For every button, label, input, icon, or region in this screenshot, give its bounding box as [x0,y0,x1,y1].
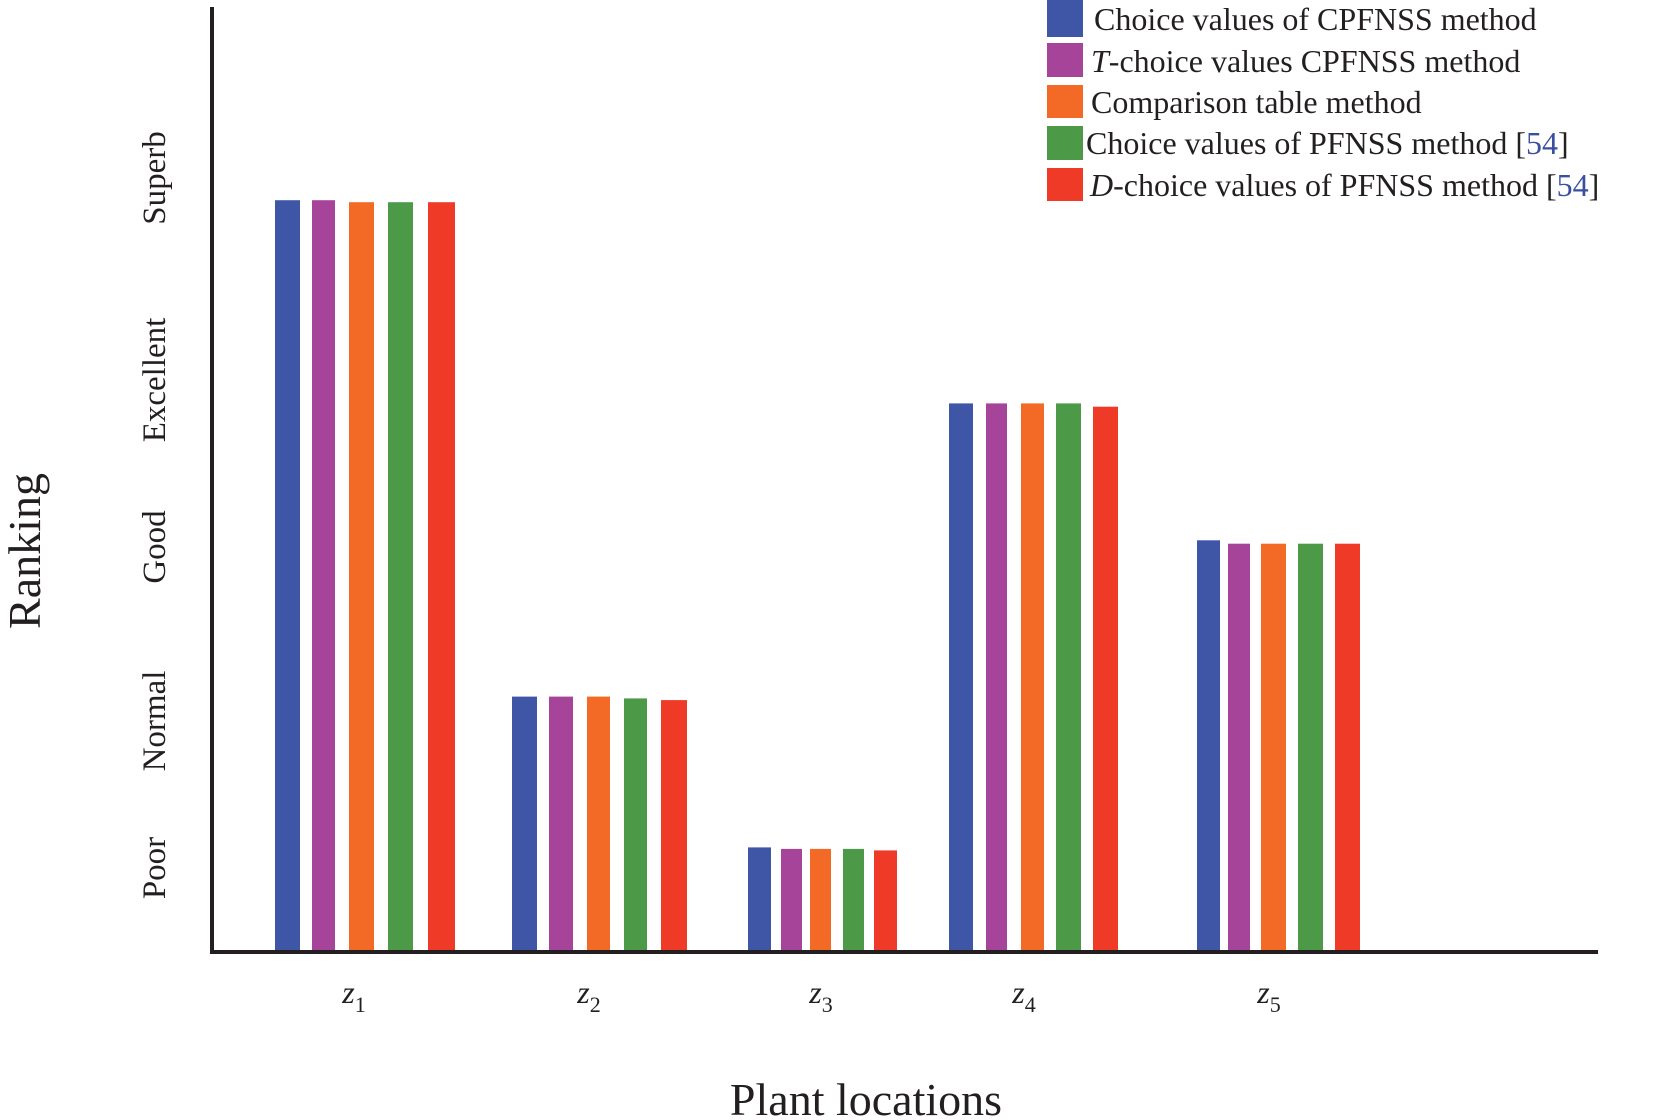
x-tick-label-z2: z2 [576,974,600,1017]
bar-z4-series-3 [1021,403,1044,952]
bar-z5-series-3 [1261,543,1286,952]
legend-bracket-close: ] [1558,125,1569,161]
legend-label-text: Choice values of CPFNSS method [1094,1,1537,37]
x-tick-subscript: 4 [1025,992,1036,1017]
legend-swatch [1047,85,1083,118]
x-tick-label-z3: z3 [808,974,832,1017]
legend-label-text: -choice values CPFNSS method [1109,43,1521,79]
x-tick-subscript: 1 [355,992,366,1017]
bar-group-z4 [949,403,1118,952]
x-tick-labels: z1 z2 z3 z4 z5 [341,974,1280,1017]
legend-label: Choice values of PFNSS method [54] [1086,125,1569,161]
legend-label: Choice values of CPFNSS method [1094,1,1537,37]
legend-label-text: Choice values of PFNSS method [ [1086,125,1526,161]
bar-z1-series-3 [349,202,374,952]
legend-swatch [1047,0,1083,37]
bar-z3-series-4 [843,848,864,952]
y-tick-label-superb: Superb [137,131,173,225]
bar-group-z1 [275,200,455,952]
bar-z4-series-2 [986,403,1007,952]
legend-bracket-close: ] [1589,167,1600,203]
x-tick-subscript: 2 [590,992,601,1017]
bar-z2-series-3 [587,696,610,952]
bar-z5-series-5 [1335,543,1360,952]
bar-group-z3 [748,847,897,952]
legend-label: T-choice values CPFNSS method [1091,43,1520,79]
bar-z2-series-5 [661,700,687,952]
bar-z3-series-1 [748,847,771,952]
y-tick-label-excellent: Excellent [137,318,173,443]
bar-z1-series-1 [275,200,300,952]
x-tick-base: z [808,974,822,1010]
bar-z5-series-4 [1298,543,1323,952]
bar-z3-series-5 [874,850,897,952]
bar-group-z5 [1197,540,1360,952]
legend-label-prefix: T [1091,43,1111,79]
legend-citation-link[interactable]: 54 [1557,167,1589,203]
x-tick-base: z [1011,974,1025,1010]
legend-label-text: -choice values of PFNSS method [ [1113,167,1557,203]
x-tick-base: z [576,974,590,1010]
bar-z2-series-1 [512,696,537,952]
x-axis-title: Plant locations [730,1074,1002,1120]
x-tick-label-z4: z4 [1011,974,1035,1017]
bar-z4-series-5 [1093,406,1118,952]
legend-item-2: T-choice values CPFNSS method [1047,43,1520,79]
x-tick-subscript: 5 [1270,992,1281,1017]
x-tick-label-z1: z1 [341,974,365,1017]
bar-group-z2 [512,696,687,952]
bar-z2-series-4 [624,698,647,952]
y-tick-label-poor: Poor [137,837,173,899]
bars-layer [275,200,1360,952]
bar-z3-series-3 [810,848,831,952]
legend-swatch [1047,43,1083,77]
legend-item-5: D-choice values of PFNSS method [54] [1047,167,1599,203]
legend-item-1: Choice values of CPFNSS method [1047,0,1537,37]
legend-item-4: Choice values of PFNSS method [54] [1047,125,1569,161]
x-tick-base: z [341,974,355,1010]
bar-z5-series-1 [1197,540,1220,952]
y-tick-label-good: Good [137,510,173,584]
bar-z1-series-2 [312,200,335,952]
legend-item-3: Comparison table method [1047,84,1422,120]
bar-z3-series-2 [781,848,802,952]
legend-swatch [1047,126,1083,160]
legend-label: Comparison table method [1091,84,1422,120]
x-tick-subscript: 3 [822,992,833,1017]
x-tick-base: z [1256,974,1270,1010]
bar-z4-series-4 [1056,403,1081,952]
bar-z1-series-4 [388,202,413,952]
y-tick-labels: Poor Normal Good Excellent Superb [137,131,173,899]
bar-z2-series-2 [549,696,573,952]
bar-z4-series-1 [949,403,973,952]
y-tick-label-normal: Normal [137,671,173,772]
legend-label-text: Comparison table method [1091,84,1422,120]
legend-label-prefix: D [1089,167,1113,203]
bar-z5-series-2 [1228,543,1250,952]
x-tick-label-z5: z5 [1256,974,1280,1017]
legend-swatch [1047,168,1083,201]
bar-z1-series-5 [428,202,455,952]
legend-label: D-choice values of PFNSS method [54] [1089,167,1599,203]
y-axis-title: Ranking [0,473,50,629]
legend-citation-link[interactable]: 54 [1526,125,1558,161]
